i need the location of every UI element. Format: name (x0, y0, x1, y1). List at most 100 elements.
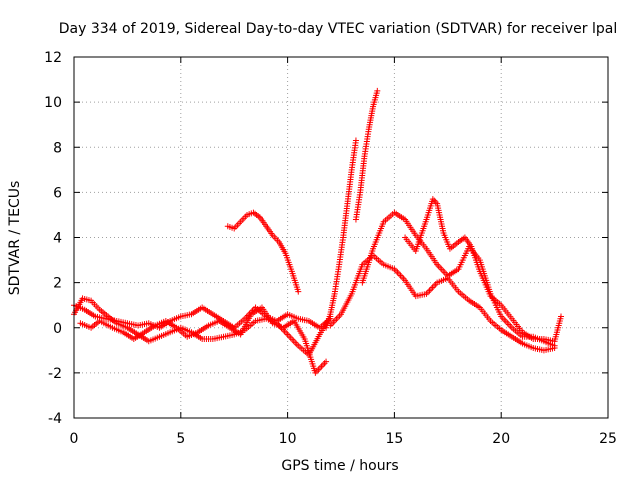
data-point-marker (344, 169, 355, 207)
data-point-marker (402, 277, 418, 298)
data-point-marker (248, 305, 264, 318)
y-tick-label: 4 (53, 231, 62, 247)
data-point-marker (444, 267, 460, 279)
data-point-marker (551, 315, 564, 345)
series-track-9 (402, 196, 565, 345)
data-point-marker (224, 223, 236, 231)
y-tick-label: -2 (48, 366, 62, 382)
x-tick-label: 0 (70, 431, 79, 447)
data-point-marker (498, 327, 514, 339)
data-point-marker (461, 234, 474, 248)
data-point-marker (466, 297, 482, 310)
data-point-marker (327, 312, 343, 329)
data-point-marker (380, 261, 396, 272)
data-point-marker (216, 317, 232, 330)
data-point-marker (402, 216, 418, 237)
data-point-marker (220, 331, 236, 340)
data-point-marker (508, 324, 524, 339)
data-point-marker (96, 306, 110, 319)
data-point-marker (327, 293, 338, 318)
data-point-marker (276, 239, 288, 255)
data-point-marker (88, 297, 101, 311)
grid-lines (74, 57, 608, 418)
data-point-marker (391, 209, 407, 222)
data-point-marker (391, 266, 407, 282)
data-point-marker (231, 317, 247, 331)
data-point-marker (348, 263, 365, 297)
data-point-marker (530, 345, 545, 353)
data-point-marker (455, 245, 472, 273)
data-point-marker (412, 218, 429, 255)
data-point-marker (446, 240, 460, 252)
data-point-marker (370, 252, 385, 267)
y-axis-label: SDTVAR / TECUs (7, 181, 23, 296)
data-point-marker (113, 320, 129, 330)
data-point-marker (468, 243, 483, 273)
y-tick-label: 6 (53, 185, 62, 201)
data-point-marker (96, 317, 114, 330)
data-point-marker (209, 334, 225, 343)
data-point-marker (105, 313, 119, 325)
x-tick-label: 10 (279, 431, 297, 447)
data-point-marker (145, 334, 161, 345)
data-point-marker (237, 213, 249, 225)
data-point-marker (188, 305, 204, 318)
data-point-marker (429, 196, 439, 206)
data-point-marker (109, 324, 124, 335)
data-point-marker (284, 331, 300, 348)
y-tick-label: 0 (53, 321, 62, 337)
data-point-marker (380, 211, 396, 225)
x-axis-label: GPS time / hours (281, 458, 398, 474)
data-point-marker (357, 155, 368, 196)
data-point-marker (558, 313, 565, 320)
data-point-marker (194, 323, 210, 336)
data-point-marker (288, 268, 301, 293)
data-point-marker (423, 281, 439, 297)
data-point-marker (295, 288, 302, 295)
data-point-marker (508, 333, 524, 346)
data-point-marker (348, 139, 359, 173)
data-point-marker (352, 137, 359, 144)
chart-title: Day 334 of 2019, Sidereal Day-to-day VTE… (59, 21, 617, 37)
data-point-marker (370, 220, 386, 252)
data-point-marker (434, 261, 450, 278)
data-point-marker (220, 317, 236, 330)
series-track-5 (323, 137, 359, 331)
data-point-marker (269, 232, 281, 244)
data-point-marker (141, 323, 157, 336)
data-point-marker (295, 342, 311, 357)
data-point-marker (476, 268, 493, 297)
data-point-marker (173, 324, 189, 339)
data-point-marker (177, 311, 193, 320)
data-point-marker (340, 203, 351, 241)
data-point-marker (434, 276, 449, 286)
data-point-marker (258, 304, 275, 325)
data-point-marker (81, 306, 97, 319)
data-point-marker (374, 87, 381, 94)
data-point-marker (487, 317, 503, 332)
data-point-marker (237, 313, 254, 338)
data-point-marker (120, 329, 136, 341)
data-point-marker (476, 304, 492, 323)
data-point-marker (282, 250, 295, 273)
data-point-marker (365, 105, 376, 133)
data-point-marker (156, 330, 171, 340)
data-point-marker (361, 128, 372, 160)
y-tick-label: -4 (48, 411, 62, 427)
data-point-marker (167, 314, 182, 324)
data-point-marker (124, 324, 140, 337)
x-tick-label: 15 (385, 431, 403, 447)
data-point-marker (434, 200, 447, 234)
data-point-marker (423, 245, 439, 266)
data-point-marker (244, 210, 255, 218)
data-point-marker (291, 317, 307, 341)
data-point-marker (519, 340, 535, 351)
data-point-marker (508, 315, 525, 334)
data-point-marker (79, 295, 92, 304)
data-point-marker (130, 330, 146, 343)
data-point-marker (269, 320, 285, 330)
y-tick-label: 8 (53, 140, 62, 156)
data-point-marker (177, 324, 193, 335)
data-point-marker (359, 248, 376, 286)
